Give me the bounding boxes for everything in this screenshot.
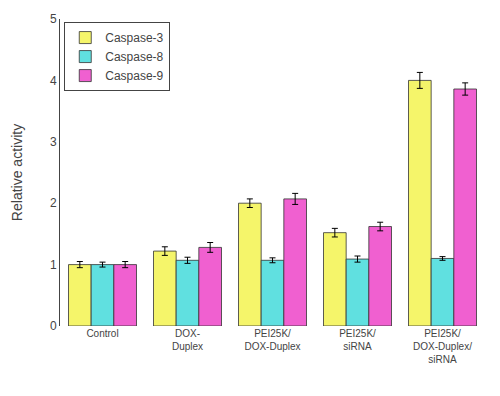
svg-text:3: 3	[50, 135, 57, 149]
svg-text:2: 2	[50, 196, 57, 210]
svg-text:Caspase-3: Caspase-3	[105, 31, 163, 45]
svg-text:Control: Control	[86, 328, 118, 339]
svg-text:4: 4	[50, 74, 57, 88]
svg-text:Caspase-8: Caspase-8	[105, 50, 163, 64]
svg-text:PEI25K/DOX-Duplex/siRNA: PEI25K/DOX-Duplex/siRNA	[413, 328, 472, 365]
svg-text:Relative activity: Relative activity	[9, 124, 25, 221]
svg-text:PEI25K/siRNA: PEI25K/siRNA	[339, 328, 376, 352]
svg-text:DOX-Duplex: DOX-Duplex	[172, 328, 203, 352]
svg-text:5: 5	[50, 12, 57, 26]
svg-text:PEI25K/DOX-Duplex: PEI25K/DOX-Duplex	[244, 328, 300, 352]
svg-text:Caspase-9: Caspase-9	[105, 69, 163, 83]
svg-text:0: 0	[50, 319, 57, 333]
svg-text:1: 1	[50, 258, 57, 272]
